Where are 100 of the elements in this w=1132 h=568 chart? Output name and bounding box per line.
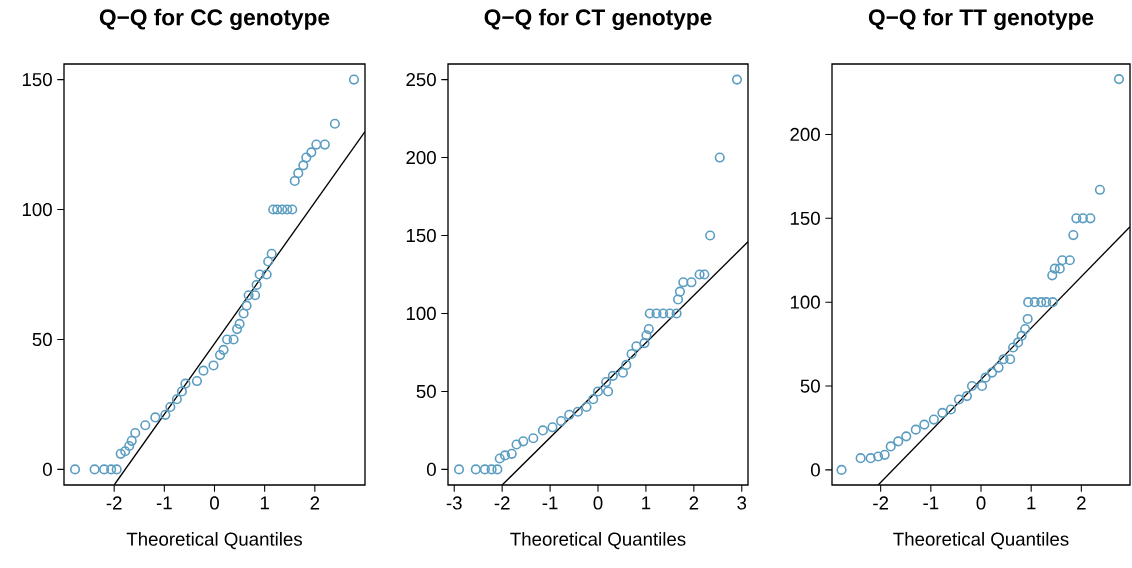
point — [885, 441, 896, 452]
point — [694, 269, 705, 280]
x-tick-label: -1 — [923, 496, 939, 510]
point — [626, 348, 637, 360]
point — [311, 139, 322, 150]
point — [301, 152, 312, 163]
point — [470, 464, 481, 475]
point — [731, 74, 743, 85]
point — [176, 386, 187, 397]
point — [581, 401, 592, 413]
point — [494, 453, 505, 464]
point — [601, 377, 612, 388]
y-tick-label: 250 — [406, 72, 436, 87]
point — [111, 464, 122, 475]
y-tick-label: 0 — [810, 463, 820, 477]
point — [99, 464, 110, 475]
point — [348, 74, 360, 85]
point — [150, 412, 161, 423]
point — [106, 464, 117, 475]
point — [564, 409, 575, 420]
point — [191, 375, 202, 387]
point — [115, 448, 126, 459]
point — [180, 378, 191, 389]
point — [993, 362, 1004, 373]
y-tick-label: 0 — [426, 462, 436, 477]
x-tick-label: 3 — [737, 496, 747, 510]
y-tick-label: 100 — [406, 306, 436, 321]
point — [1049, 263, 1060, 274]
point — [976, 380, 988, 392]
x-axis-title: Theoretical Quantiles — [893, 532, 1069, 550]
point — [1068, 230, 1079, 241]
point — [453, 464, 465, 475]
point — [865, 453, 876, 464]
point — [528, 433, 539, 444]
x-tick-label: 1 — [1027, 496, 1036, 510]
y-tick-label: 200 — [790, 127, 820, 142]
point — [1085, 213, 1096, 224]
point — [218, 344, 229, 355]
point — [556, 416, 567, 427]
y-tick-label: 150 — [790, 211, 820, 225]
point — [499, 450, 511, 461]
point — [214, 349, 226, 361]
y-tick-label: 50 — [32, 332, 52, 347]
point — [639, 338, 650, 349]
x-axis-title: Theoretical Quantiles — [126, 532, 302, 550]
point — [293, 168, 304, 179]
point — [617, 367, 628, 378]
x-tick-label: -1 — [542, 496, 558, 510]
point — [631, 341, 642, 352]
point — [641, 330, 652, 341]
point — [672, 294, 684, 305]
point — [873, 451, 884, 462]
point — [674, 286, 686, 297]
point — [479, 464, 490, 475]
point — [272, 204, 283, 215]
point — [658, 308, 669, 319]
point — [588, 394, 599, 405]
point — [879, 449, 890, 460]
x-tick-label: 2 — [1077, 496, 1086, 510]
point — [910, 424, 921, 435]
point — [644, 308, 655, 319]
point — [126, 435, 137, 446]
point — [1041, 297, 1052, 308]
point — [664, 308, 675, 319]
point — [592, 386, 604, 397]
x-tick-label: 0 — [593, 496, 603, 510]
point — [705, 230, 716, 241]
y-tick-label: 100 — [22, 202, 52, 217]
x-tick-label: 1 — [642, 496, 651, 510]
point — [547, 422, 558, 433]
y-tick-label: 0 — [42, 462, 52, 477]
point — [287, 204, 298, 215]
point — [1064, 255, 1075, 266]
point — [232, 324, 243, 335]
x-tick-label: -2 — [494, 496, 510, 510]
point — [603, 386, 614, 397]
point — [986, 367, 998, 378]
point — [243, 290, 254, 301]
point — [329, 118, 340, 129]
chart-title: Q−Q for CC genotype — [99, 8, 330, 30]
point — [621, 359, 632, 371]
point — [234, 318, 245, 329]
point — [254, 269, 265, 280]
point — [241, 300, 252, 311]
point — [263, 256, 274, 267]
point — [130, 427, 141, 439]
point — [511, 439, 522, 450]
chart-title: Q−Q for TT genotype — [868, 8, 1094, 30]
point — [651, 308, 662, 319]
point — [966, 380, 978, 392]
x-tick-label: -3 — [446, 496, 462, 510]
point — [518, 436, 529, 447]
point — [1008, 342, 1019, 353]
point — [671, 308, 682, 319]
point — [282, 204, 293, 215]
point — [953, 394, 964, 405]
point — [1013, 337, 1024, 348]
point — [1047, 270, 1058, 281]
point — [928, 414, 939, 425]
point — [686, 277, 697, 288]
